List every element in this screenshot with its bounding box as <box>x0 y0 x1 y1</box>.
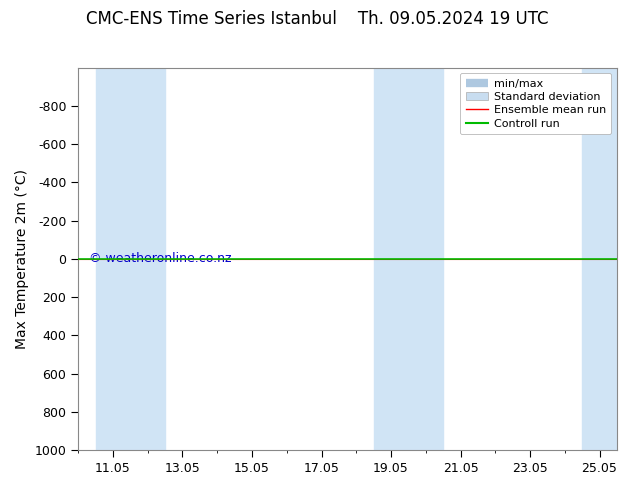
Bar <box>131 68 165 450</box>
Bar <box>373 68 408 450</box>
Y-axis label: Max Temperature 2m (°C): Max Temperature 2m (°C) <box>15 169 29 349</box>
Legend: min/max, Standard deviation, Ensemble mean run, Controll run: min/max, Standard deviation, Ensemble me… <box>460 73 611 134</box>
Text: © weatheronline.co.nz: © weatheronline.co.nz <box>89 252 231 266</box>
Bar <box>408 68 443 450</box>
Bar <box>582 68 617 450</box>
Bar <box>96 68 131 450</box>
Text: CMC-ENS Time Series Istanbul    Th. 09.05.2024 19 UTC: CMC-ENS Time Series Istanbul Th. 09.05.2… <box>86 10 548 28</box>
